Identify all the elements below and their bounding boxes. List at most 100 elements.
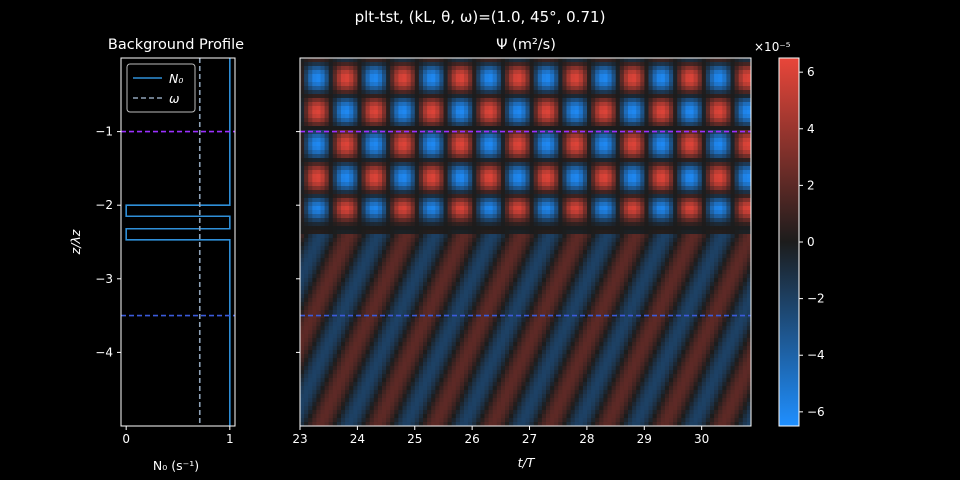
heatmap-cell [656, 102, 662, 107]
heatmap-cell [529, 154, 535, 159]
heatmap-cell [361, 130, 367, 135]
heatmap-cell [308, 86, 313, 91]
heatmap-cell [513, 58, 518, 63]
heatmap-cell [529, 66, 535, 71]
right-axes: 23 24 25 26 27 28 29 30 [292, 57, 752, 446]
heatmap-cell [320, 122, 326, 127]
heatmap-cell [681, 134, 686, 139]
heatmap-cell [566, 218, 572, 223]
heatmap-cell [578, 230, 584, 235]
heatmap-cell [669, 154, 674, 159]
heatmap-cell [365, 234, 371, 239]
heatmap-cell [603, 154, 609, 159]
heatmap-cell [472, 94, 477, 99]
heatmap-cell [492, 150, 498, 155]
heatmap-cell [308, 174, 313, 179]
heatmap-cell [464, 106, 469, 111]
heatmap-cell [361, 78, 367, 83]
heatmap-cell [537, 146, 543, 151]
heatmap-cell [386, 162, 391, 167]
series-line-0 [125, 58, 231, 426]
heatmap-cell [373, 90, 379, 95]
heatmap-cell [603, 94, 609, 99]
heatmap-cell [587, 142, 592, 147]
heatmap-cell [316, 58, 322, 63]
heatmap-cell [328, 226, 334, 231]
heatmap-cell [431, 134, 436, 139]
heatmap-cell [529, 158, 535, 163]
heatmap-cell [455, 162, 461, 167]
heatmap-cell [459, 194, 465, 199]
heatmap-cell [521, 110, 527, 115]
heatmap-cell [455, 230, 461, 235]
heatmap-cell [714, 126, 719, 131]
heatmap-cell [705, 90, 711, 95]
heatmap-cell [558, 74, 563, 79]
heatmap-cell [636, 62, 641, 67]
heatmap-cell [673, 138, 678, 143]
heatmap-cell [537, 106, 543, 111]
heatmap-cell [677, 190, 682, 195]
heatmap-cell [365, 214, 371, 219]
heatmap-cell [718, 142, 723, 147]
heatmap-cell [570, 162, 576, 167]
heatmap-cell [320, 134, 326, 139]
heatmap-cell [418, 210, 424, 215]
heatmap-cell [402, 190, 408, 195]
heatmap-cell [464, 70, 469, 75]
heatmap-cell [365, 110, 371, 115]
heatmap-cell [484, 122, 490, 127]
heatmap-cell [738, 94, 744, 99]
heatmap-cell [439, 190, 445, 195]
heatmap-cell [607, 170, 613, 175]
heatmap-cell [492, 134, 498, 139]
heatmap-cell [382, 234, 387, 239]
heatmap-cell [677, 118, 682, 123]
heatmap-cell [513, 98, 518, 103]
heatmap-cell [562, 102, 568, 107]
heatmap-cell [418, 166, 424, 171]
heatmap-cell [496, 110, 502, 115]
heatmap-cell [336, 178, 342, 183]
heatmap-cell [480, 86, 486, 91]
heatmap-cell [681, 98, 686, 103]
heatmap-cell [386, 154, 391, 159]
heatmap-cell [591, 58, 596, 63]
heatmap-cell [533, 62, 539, 67]
heatmap-cell [644, 90, 650, 95]
heatmap-cell [390, 154, 395, 159]
heatmap-cell [746, 234, 751, 239]
heatmap-cell [619, 166, 625, 171]
heatmap-cell [574, 94, 580, 99]
heatmap-cell [480, 90, 486, 95]
heatmap-cell [615, 122, 621, 127]
heatmap-cell [476, 178, 481, 183]
heatmap-cell [300, 146, 305, 151]
heatmap-cell [644, 86, 650, 91]
heatmap-cell [693, 182, 699, 187]
legend-label: ω [169, 91, 179, 106]
heatmap-cell [369, 226, 375, 231]
heatmap-cell [521, 150, 527, 155]
heatmap-cell [398, 198, 404, 203]
heatmap-cell [689, 118, 695, 123]
heatmap-cell [533, 126, 539, 131]
heatmap-cell [402, 70, 408, 75]
heatmap-cell [599, 226, 604, 231]
heatmap-cell [382, 214, 387, 219]
heatmap-cell [607, 66, 613, 71]
heatmap-cell [578, 66, 584, 71]
heatmap-cell [718, 118, 723, 123]
heatmap-cell [484, 74, 490, 79]
heatmap-cell [570, 182, 576, 187]
heatmap-cell [505, 110, 510, 115]
heatmap-cell [492, 78, 498, 83]
heatmap-cell [312, 142, 317, 147]
heatmap-cell [427, 222, 432, 227]
heatmap-cell [685, 194, 691, 199]
heatmap-cell [611, 170, 617, 175]
heatmap-cell [685, 162, 691, 167]
heatmap-cell [312, 94, 317, 99]
heatmap-cell [595, 114, 600, 119]
heatmap-cell [611, 150, 617, 155]
